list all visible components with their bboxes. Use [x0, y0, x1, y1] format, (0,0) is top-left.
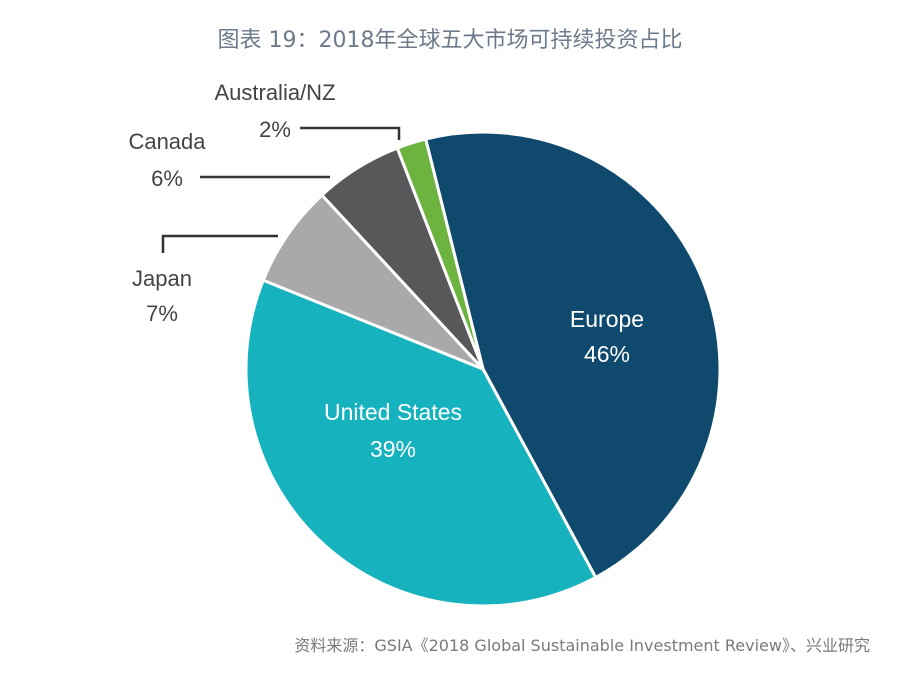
label-japan: Japan [132, 266, 192, 291]
label-australia: Australia/NZ [214, 80, 335, 105]
label-canada: Canada [128, 129, 206, 154]
value-canada: 6% [151, 166, 183, 191]
label-europe: Europe [570, 306, 644, 332]
value-japan: 7% [146, 301, 178, 326]
pie-slice-australia-nz [395, 137, 485, 370]
value-europe: 46% [584, 341, 630, 367]
label-united-states: United States [324, 399, 462, 425]
pie-slice-japan [261, 192, 485, 371]
source-note: 资料来源：GSIA《2018 Global Sustainable Invest… [294, 636, 870, 655]
pie-slice-europe [423, 130, 722, 580]
chart-title: 图表 19：2018年全球五大市场可持续投资占比 [217, 28, 683, 53]
leader-line-japan [161, 234, 278, 253]
value-australia: 2% [259, 117, 291, 142]
value-united-states: 39% [370, 436, 416, 462]
pie-slice-united-states [244, 278, 598, 608]
leader-line-australia [300, 126, 401, 140]
